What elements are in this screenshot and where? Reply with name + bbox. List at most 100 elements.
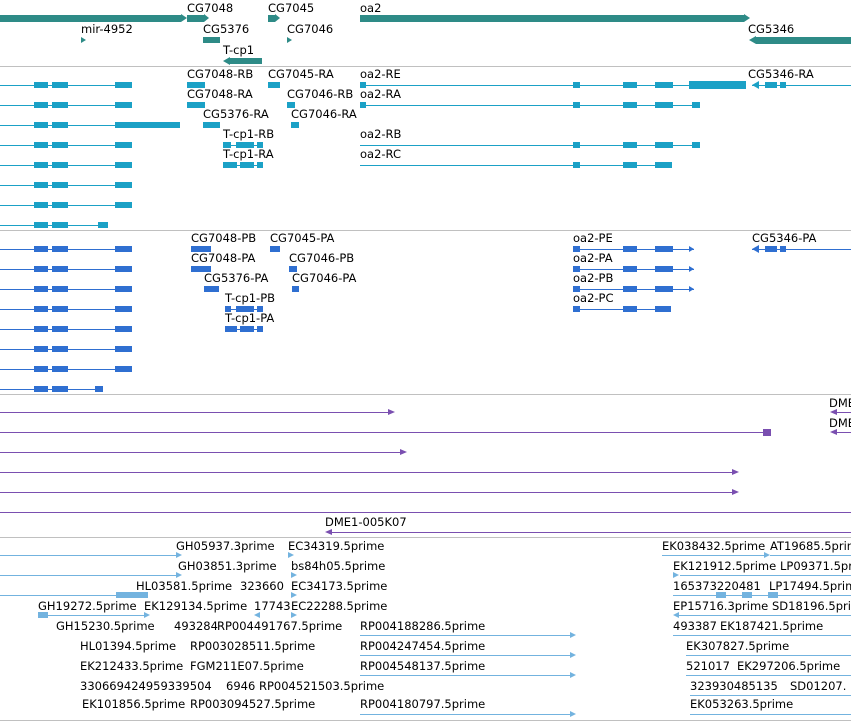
est-label[interactable]: bs84h05.5prime [291,559,386,573]
transcript-exon[interactable] [291,122,299,128]
transcript-exon[interactable] [287,102,295,108]
est-label[interactable]: EK307827.5prime [686,639,790,653]
est-label[interactable]: RP004491767.5prime [217,619,343,633]
transcript-label[interactable]: oa2-RC [360,147,401,161]
gene-feature[interactable] [756,37,851,44]
clone-feature[interactable] [0,412,388,413]
est-label[interactable]: HL01394.5prime [80,639,177,653]
est-exon[interactable] [742,592,752,598]
protein-exon[interactable] [623,246,637,252]
clone-label[interactable]: DME [829,396,851,410]
protein-exon[interactable] [236,306,254,312]
transcript-exon[interactable] [655,102,673,108]
est-label[interactable]: RP004180797.5prime [360,697,486,711]
protein-label[interactable]: oa2-PC [573,291,614,305]
transcript-label[interactable]: oa2-RE [360,67,401,81]
gene-feature[interactable] [230,58,262,64]
transcript-label[interactable]: oa2-RB [360,127,402,141]
clone-feature[interactable] [332,532,851,533]
clone-feature[interactable] [0,492,732,493]
est-label[interactable]: 323660 [240,579,284,593]
transcript-exon[interactable] [573,142,580,148]
transcript-exon[interactable] [223,162,237,168]
transcript-label[interactable]: CG7045-RA [268,67,334,81]
protein-label[interactable]: CG7045-PA [270,231,335,245]
est-feature[interactable] [686,675,851,676]
clone-label[interactable]: DME1-005K07 [325,515,407,529]
est-label[interactable]: 493387 [673,619,717,633]
protein-exon[interactable] [765,246,777,252]
gene-label[interactable]: CG7045 [268,1,315,15]
gene-feature[interactable] [360,15,744,22]
est-label[interactable]: GH19272.5prime [38,599,137,613]
est-exon[interactable] [716,592,726,598]
protein-label[interactable]: T-cp1-PA [225,311,275,325]
est-label[interactable]: EK038432.5prime [662,539,766,553]
clone-feature[interactable] [0,432,765,433]
protein-exon[interactable] [623,266,637,272]
transcript-exon[interactable] [623,102,637,108]
est-label[interactable]: FGM211E07.5prime [190,659,304,673]
est-label[interactable]: RP003028511.5prime [190,639,316,653]
est-label[interactable]: GH15230.5prime [56,619,155,633]
est-label[interactable]: GH05937.3prime [176,539,275,553]
clone-label[interactable]: DME [829,416,851,430]
gene-feature[interactable] [203,37,220,43]
est-feature[interactable] [680,575,851,576]
est-label[interactable]: SD01207. [790,679,847,693]
protein-label[interactable]: oa2-PE [573,231,613,245]
transcript-label[interactable]: CG5376-RA [203,107,269,121]
clone-end[interactable] [763,429,771,436]
est-feature[interactable] [360,714,570,715]
protein-exon[interactable] [292,286,299,292]
est-label[interactable]: 493284 [174,619,218,633]
transcript-exon[interactable] [257,142,263,148]
est-label[interactable]: EK297206.5prime [737,659,841,673]
gene-label[interactable]: CG5346 [748,22,795,36]
protein-exon[interactable] [191,266,211,272]
protein-exon[interactable] [225,326,237,332]
transcript-exon[interactable] [692,142,700,148]
est-feature[interactable] [360,655,570,656]
est-label[interactable]: EK129134.5prime [144,599,248,613]
est-label[interactable]: 17743 [254,599,291,613]
est-label[interactable]: EP15716.3prime [673,599,769,613]
transcript-exon[interactable] [257,162,263,168]
est-label[interactable]: EC34173.5prime [291,579,388,593]
gene-label[interactable]: CG5376 [203,22,250,36]
transcript-exon[interactable] [573,162,580,168]
protein-exon[interactable] [655,266,673,272]
est-feature[interactable] [360,675,570,676]
protein-label[interactable]: CG7048-PB [191,231,257,245]
protein-label[interactable]: oa2-PA [573,251,613,265]
transcript-label[interactable]: CG5346-RA [748,67,814,81]
protein-exon[interactable] [573,266,580,272]
est-feature[interactable] [679,615,851,616]
transcript-exon[interactable] [187,82,205,88]
protein-exon[interactable] [289,266,297,272]
est-label[interactable]: EK101856.5prime [82,697,186,711]
est-feature[interactable] [690,695,851,696]
est-label[interactable]: RP004188286.5prime [360,619,486,633]
transcript-exon[interactable] [655,142,673,148]
gene-feature[interactable] [0,15,181,22]
transcript-label[interactable]: CG7046-RB [287,87,354,101]
transcript-exon[interactable] [623,162,637,168]
clone-feature[interactable] [0,512,851,513]
protein-exon[interactable] [655,246,673,252]
protein-exon[interactable] [204,286,219,292]
transcript-exon[interactable] [573,82,580,88]
est-exon[interactable] [768,592,778,598]
transcript-exon[interactable] [692,102,700,108]
protein-exon[interactable] [240,326,254,332]
est-label[interactable]: GH03851.3prime [178,559,277,573]
protein-exon[interactable] [270,246,280,252]
transcript-exon[interactable] [236,142,254,148]
est-feature[interactable] [662,555,764,556]
protein-exon[interactable] [573,246,580,252]
est-label[interactable]: AT19685.5prime [770,539,851,553]
protein-exon[interactable] [655,286,673,292]
est-feature[interactable] [360,635,570,636]
transcript-exon[interactable] [655,162,672,168]
est-label[interactable]: EC34319.5prime [288,539,385,553]
